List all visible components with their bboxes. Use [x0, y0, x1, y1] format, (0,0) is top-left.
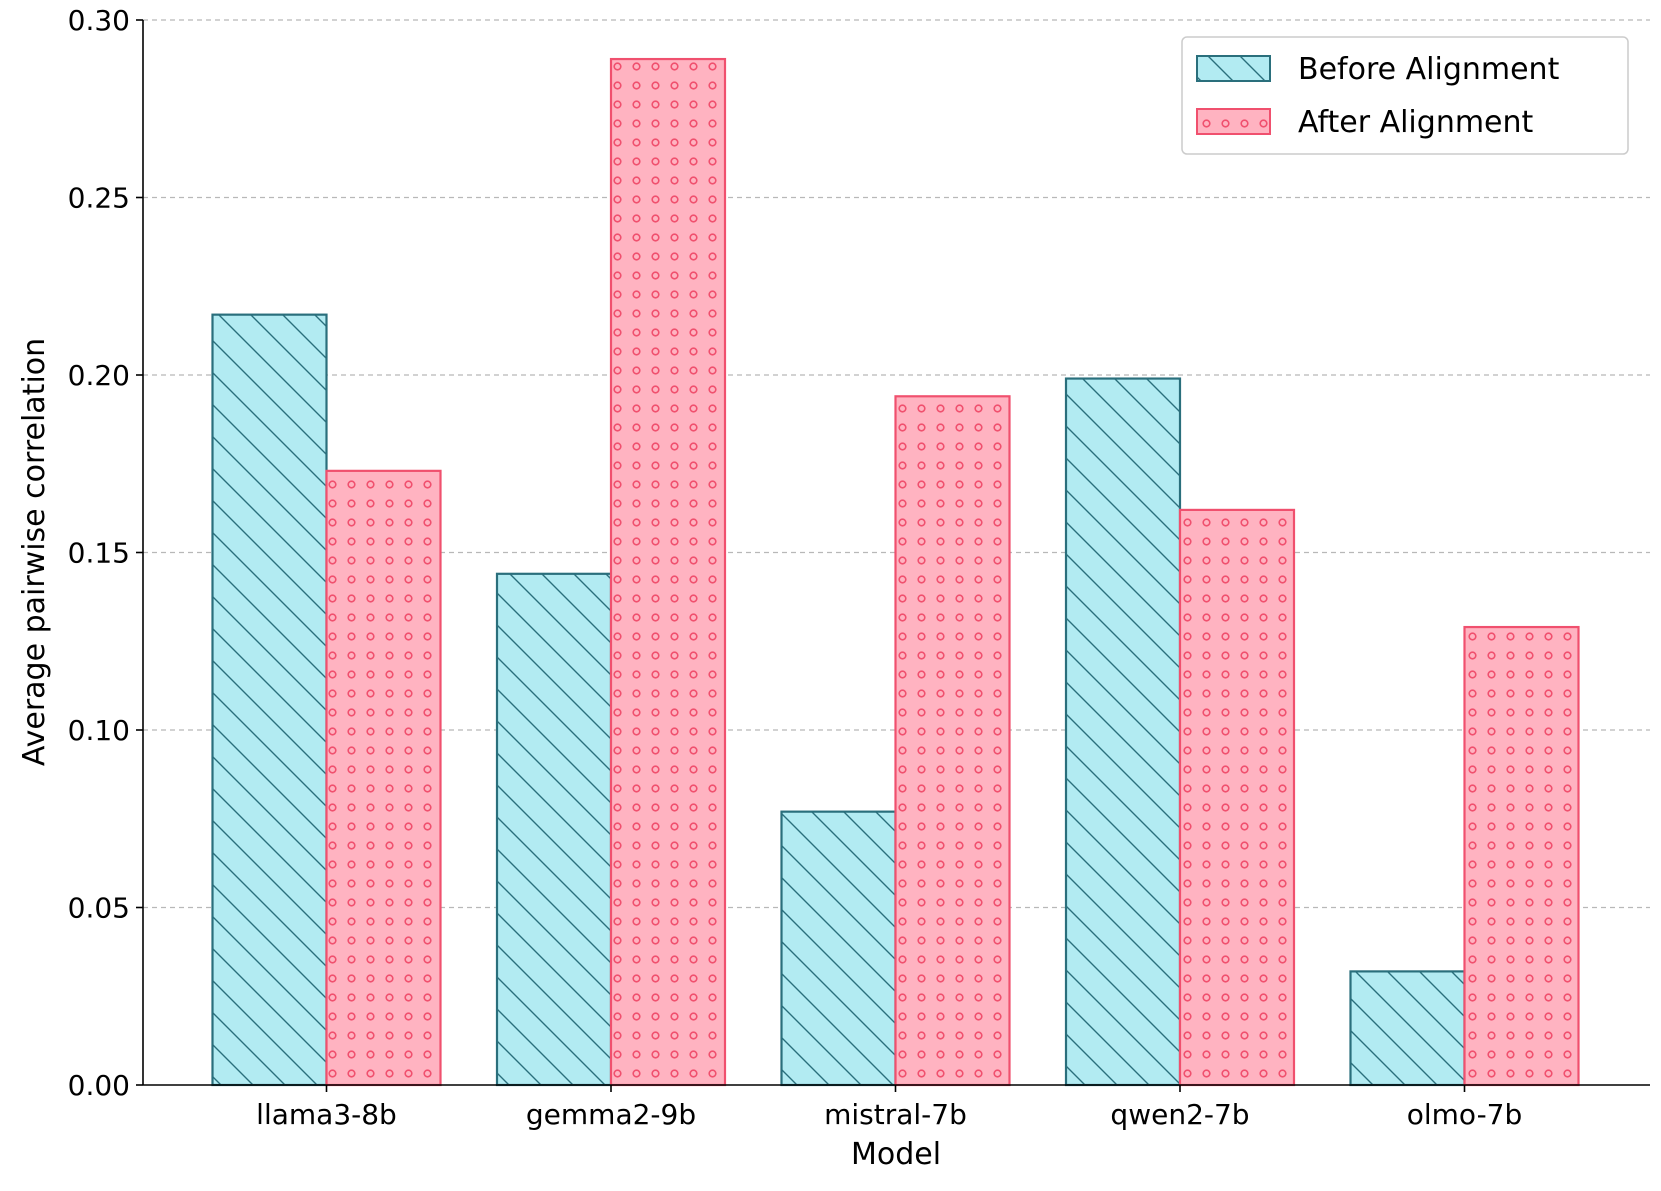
bar-after-mistral-7b	[894, 395, 1011, 1087]
bar-before-olmo-7b	[1349, 970, 1466, 1087]
y-tick-label: 0.20	[68, 359, 130, 392]
bar-after-olmo-7b	[1463, 625, 1580, 1087]
y-tick-label: 0.05	[68, 892, 130, 925]
y-tick-label: 0.00	[68, 1069, 130, 1102]
x-tick-label: olmo-7b	[1407, 1098, 1523, 1131]
bar-after-qwen2-7b	[1178, 508, 1296, 1087]
y-axis-title: Average pairwise correlation	[17, 338, 52, 766]
legend-label-after: After Alignment	[1298, 105, 1534, 140]
legend: Before Alignment After Alignment	[1181, 36, 1629, 155]
x-axis-ticks: llama3-8b gemma2-9b mistral-7b qwen2-7b olmo…	[256, 1085, 1522, 1131]
y-tick-label: 0.10	[68, 714, 130, 747]
legend-frame	[1181, 36, 1629, 155]
bar-after-gemma2-9b	[609, 57, 727, 1087]
x-axis-title: Model	[851, 1137, 941, 1172]
x-tick-label: llama3-8b	[256, 1098, 397, 1131]
bar-before-gemma2-9b	[495, 572, 613, 1087]
bar-before-qwen2-7b	[1064, 377, 1182, 1087]
y-axis-ticks: 0.00 0.05 0.10 0.15 0.20 0.25 0.30	[68, 4, 143, 1102]
legend-swatch-after	[1196, 108, 1271, 135]
x-tick-label: qwen2-7b	[1110, 1098, 1249, 1131]
bar-before-mistral-7b	[780, 810, 897, 1087]
bar-before-llama3-8b	[211, 313, 328, 1087]
y-tick-label: 0.15	[68, 537, 130, 570]
bars	[211, 57, 1580, 1087]
bar-after-llama3-8b	[325, 469, 442, 1087]
grid-lines	[143, 19, 1650, 909]
y-tick-label: 0.25	[68, 182, 130, 215]
x-tick-label: gemma2-9b	[526, 1098, 696, 1131]
y-tick-label: 0.30	[68, 4, 130, 37]
x-tick-label: mistral-7b	[824, 1098, 967, 1131]
legend-swatch-before	[1196, 55, 1271, 82]
legend-label-before: Before Alignment	[1298, 52, 1560, 87]
